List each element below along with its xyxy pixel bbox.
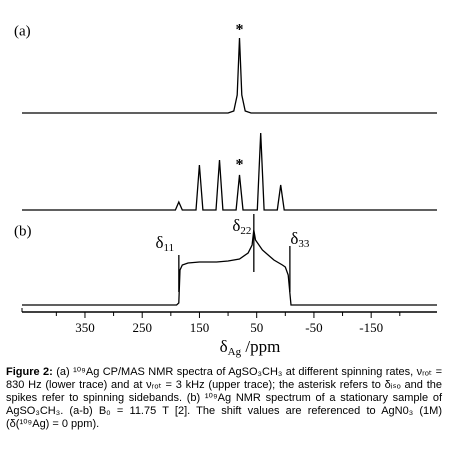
spectrum-trace: [22, 229, 437, 306]
x-tick-label: 350: [75, 320, 95, 335]
x-tick-label: -150: [359, 320, 383, 335]
x-axis-label: δAg /ppm: [220, 337, 281, 358]
principal-sub: 33: [298, 238, 310, 250]
caption-label: Figure 2:: [6, 366, 53, 378]
x-tick-label: 150: [190, 320, 210, 335]
panel-label: (a): [14, 23, 31, 39]
panel-label: (b): [14, 223, 32, 239]
principal-sub: 22: [240, 225, 251, 237]
x-tick-label: -50: [305, 320, 322, 335]
principal-symbol: δ: [156, 233, 164, 252]
x-tick-label: 250: [132, 320, 152, 335]
caption-text: (a) ¹⁰⁹Ag CP/MAS NMR spectra of AgSO₃CH₃…: [6, 366, 443, 430]
principal-label: δ11: [156, 233, 175, 254]
principal-label: δ22: [232, 216, 251, 237]
asterisk: *: [236, 157, 244, 174]
principal-symbol: δ: [232, 216, 240, 235]
caption: Figure 2: (a) ¹⁰⁹Ag CP/MAS NMR spectra o…: [6, 366, 442, 431]
spectrum-trace: [22, 132, 437, 211]
asterisk: *: [236, 22, 244, 39]
principal-sub: 11: [164, 242, 175, 254]
x-label-sub: Ag: [228, 346, 242, 358]
x-label-symbol: δ: [220, 337, 228, 356]
x-tick-label: 50: [250, 320, 263, 335]
principal-label: δ33: [290, 229, 310, 250]
x-label-unit: /ppm: [241, 337, 280, 356]
spectrum-trace: [22, 37, 437, 114]
principal-symbol: δ: [290, 229, 298, 248]
